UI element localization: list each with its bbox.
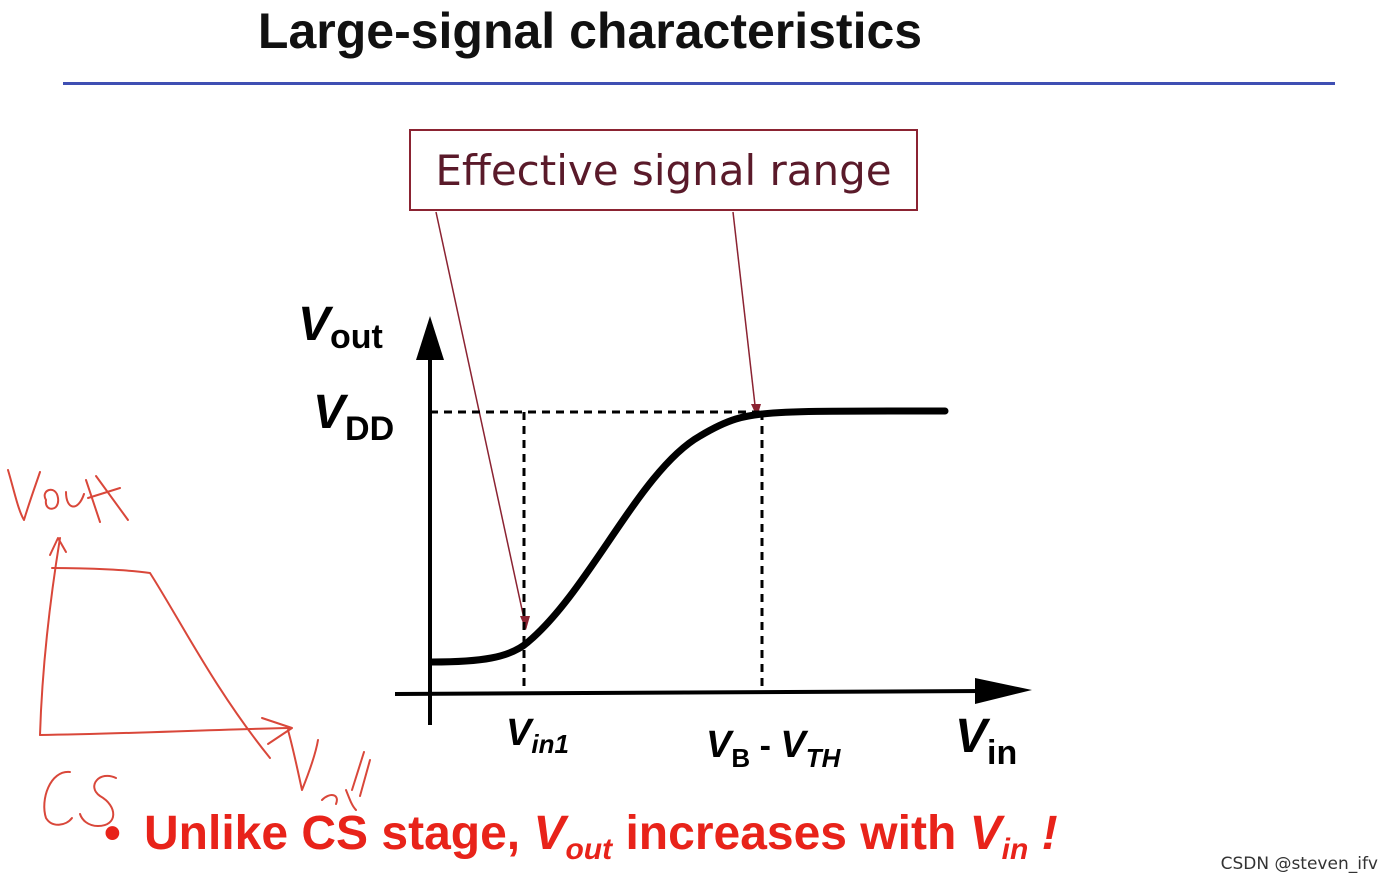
vdd-label: VDD [313,386,394,448]
bullet-text-2: increases with [612,807,970,860]
title-divider [63,82,1335,85]
y-axis-label: Vout [298,298,383,356]
x-axis-arrowhead-icon [975,678,1032,704]
watermark: CSDN @steven_ifv [1220,854,1378,874]
x-axis-label: Vin [955,710,1017,772]
bullet-vin-main: V [969,807,1002,860]
bullet-vin-sub: in [1001,833,1029,866]
x-axis [394,689,986,696]
sketch-y-axis [39,537,61,736]
sketch-vout-scribble [7,469,129,523]
sketch-cs-scribble [43,770,117,827]
sketch-curve [51,567,271,759]
bullet-statement: • Unlike CS stage, Vout increases with Vi… [104,806,1058,867]
sketch-vin-scribble [287,729,371,811]
bullet-vout-main: V [533,807,566,860]
effective-signal-range-box: Effective signal range [409,129,918,211]
bullet-text-1: Unlike CS stage, [144,807,534,860]
bullet-text-3: ! [1028,807,1058,860]
vin1-tick-label: Vin1 [506,712,569,759]
y-axis-arrowhead-icon [416,316,444,360]
sketch-x-axis [39,727,291,736]
handwritten-cs-sketch [7,469,371,827]
pointer-line-left [435,211,527,629]
transfer-curve [428,407,949,666]
vb-vth-tick-label: VB - VTH [706,724,842,773]
pointer-line-right [732,211,757,415]
sketch-y-arrow-icon [49,537,67,556]
bullet-icon: • [104,807,121,860]
effective-signal-range-label: Effective signal range [435,145,892,195]
slide-title: Large-signal characteristics [257,3,923,59]
sketch-x-arrow-icon [261,717,293,745]
bullet-vout-sub: out [565,833,613,866]
